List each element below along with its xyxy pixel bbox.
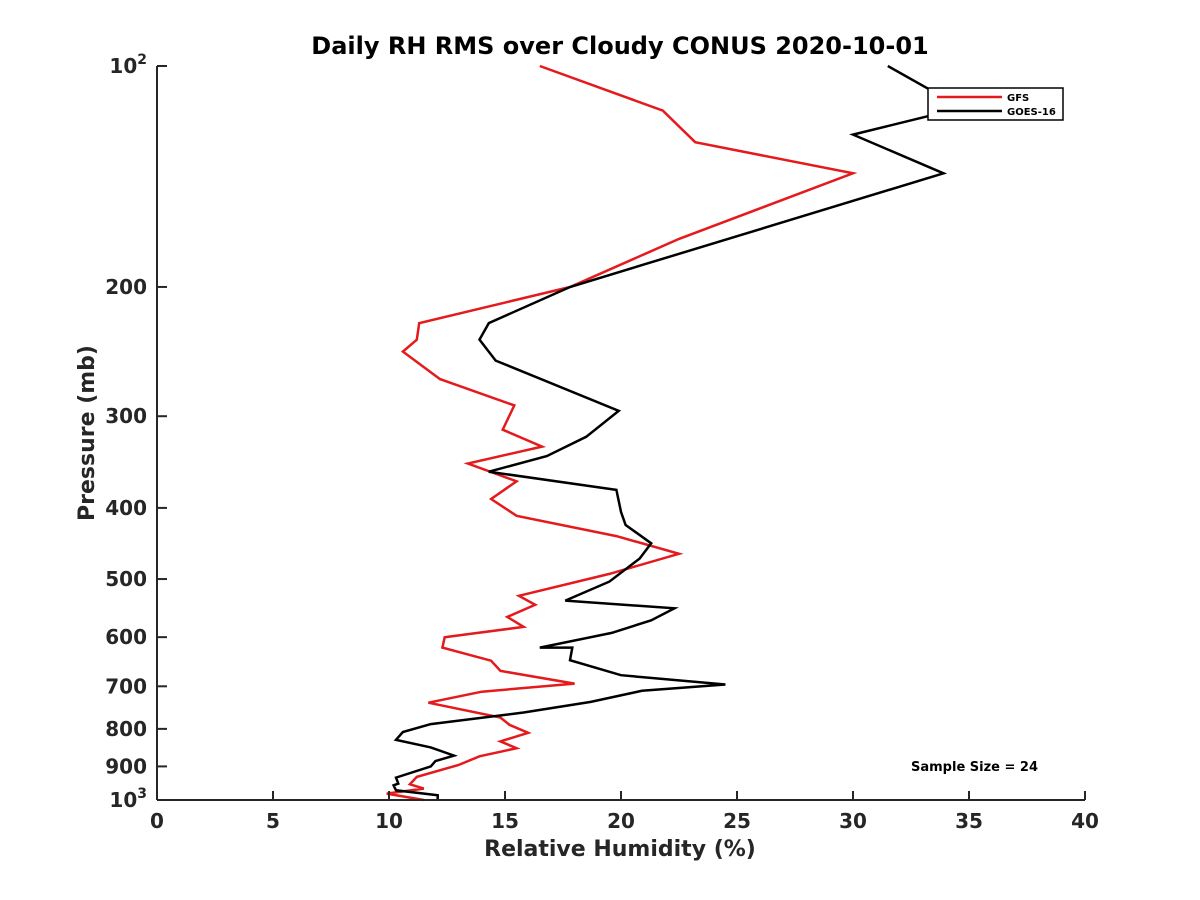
- y-tick-label: 102: [109, 52, 147, 78]
- x-tick-label: 30: [839, 809, 867, 833]
- series-layer: [386, 64, 966, 802]
- y-tick-label: 400: [105, 496, 147, 520]
- x-axis-title: Relative Humidity (%): [484, 837, 756, 862]
- legend-label-gfs: GFS: [1007, 93, 1029, 104]
- legend: GFS GOES-16: [927, 87, 1064, 121]
- y-tick-label: 300: [105, 404, 147, 428]
- series-line-goes16: [391, 64, 966, 800]
- x-tick-label: 0: [150, 809, 164, 833]
- x-tick-label: 35: [955, 809, 983, 833]
- x-tick-label: 10: [375, 809, 403, 833]
- series-line-gfs: [386, 64, 858, 802]
- y-tick-label: 500: [105, 567, 147, 591]
- x-tick-label: 15: [491, 809, 519, 833]
- y-tick-label: 800: [105, 717, 147, 741]
- chart-title: Daily RH RMS over Cloudy CONUS 2020-10-0…: [311, 32, 928, 60]
- y-axis-ticks: 102 200 300 400 500 600 700 800 900 103: [105, 52, 167, 812]
- x-tick-label: 25: [723, 809, 751, 833]
- x-tick-label: 40: [1071, 809, 1099, 833]
- x-tick-label: 20: [607, 809, 635, 833]
- sample-size-annotation: Sample Size = 24: [911, 760, 1038, 775]
- legend-box: [927, 87, 1064, 121]
- y-tick-label: 600: [105, 625, 147, 649]
- y-tick-label: 200: [105, 275, 147, 299]
- x-tick-label: 5: [266, 809, 280, 833]
- y-tick-label: 700: [105, 674, 147, 698]
- y-tick-label: 900: [105, 754, 147, 778]
- y-axis-title: Pressure (mb): [75, 345, 100, 521]
- x-axis-ticks: 0 5 10 15 20 25 30 35 40: [150, 791, 1099, 833]
- legend-label-goes16: GOES-16: [1007, 107, 1056, 118]
- y-tick-label: 103: [109, 786, 147, 812]
